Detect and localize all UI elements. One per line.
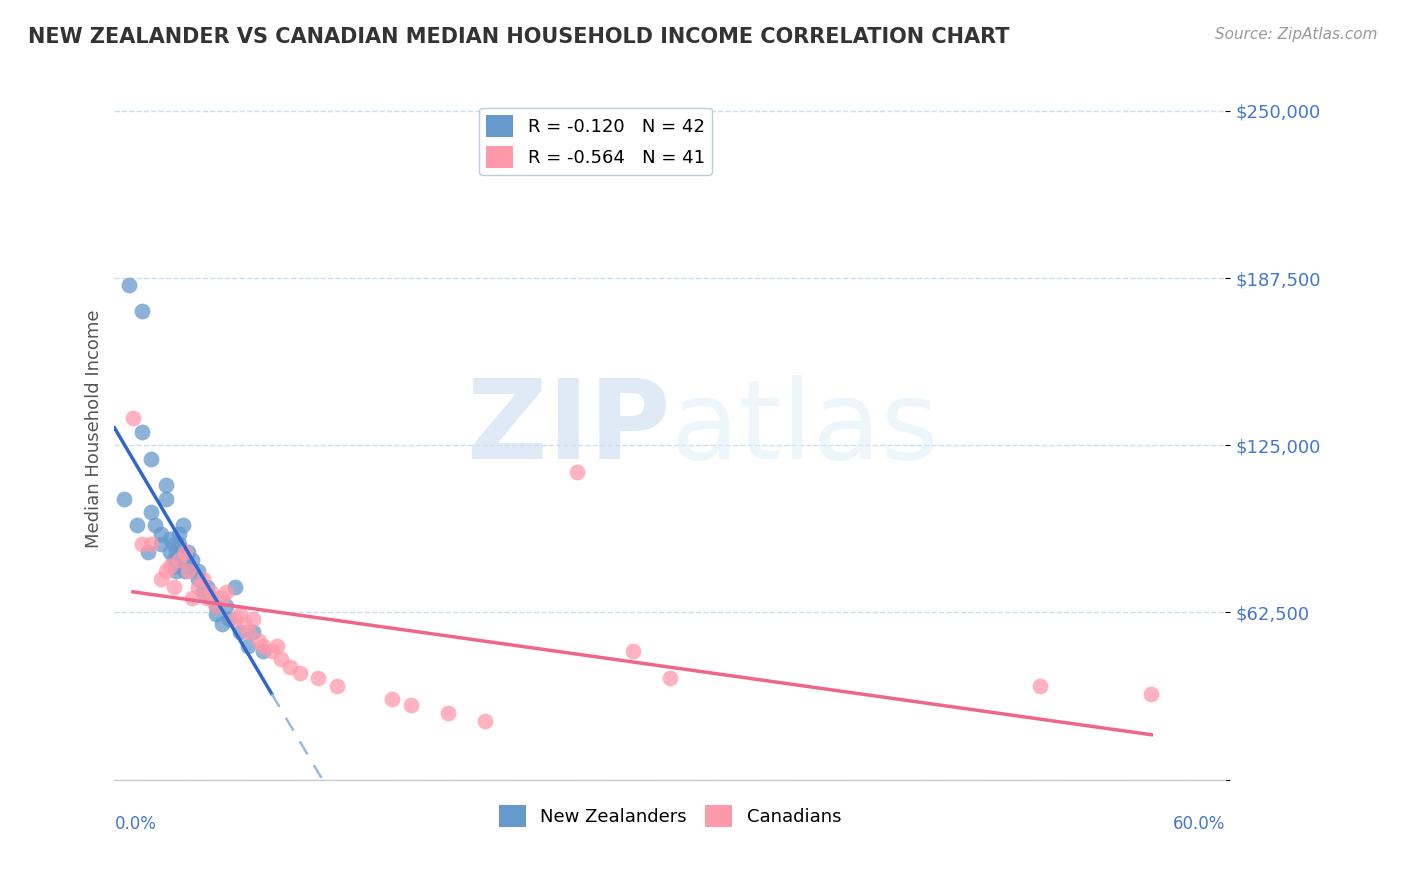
Point <box>436 706 458 720</box>
Point <box>474 714 496 728</box>
Point <box>159 545 181 559</box>
Point <box>177 558 200 573</box>
Point <box>270 652 292 666</box>
Point <box>163 580 186 594</box>
Point <box>252 639 274 653</box>
Point <box>155 491 177 506</box>
Point <box>193 585 215 599</box>
Point <box>165 545 187 559</box>
Point <box>131 304 153 318</box>
Point <box>381 692 404 706</box>
Point <box>229 607 252 621</box>
Point <box>195 591 218 605</box>
Point <box>181 553 204 567</box>
Point <box>141 505 163 519</box>
Point <box>177 564 200 578</box>
Point <box>224 612 246 626</box>
Point <box>1029 679 1052 693</box>
Point <box>167 526 190 541</box>
Point <box>163 553 186 567</box>
Point <box>173 545 195 559</box>
Point <box>278 660 301 674</box>
Point <box>218 612 240 626</box>
Point <box>236 625 259 640</box>
Point <box>112 491 135 506</box>
Text: Source: ZipAtlas.com: Source: ZipAtlas.com <box>1215 27 1378 42</box>
Point <box>242 612 264 626</box>
Point <box>136 545 159 559</box>
Point <box>325 679 347 693</box>
Point <box>118 277 141 292</box>
Point <box>211 617 233 632</box>
Text: atlas: atlas <box>669 375 938 482</box>
Point <box>214 585 236 599</box>
Point <box>165 558 187 573</box>
Point <box>187 580 209 594</box>
Point <box>155 564 177 578</box>
Point <box>141 451 163 466</box>
Point <box>621 644 644 658</box>
Point <box>131 537 153 551</box>
Point <box>288 665 311 680</box>
Point <box>224 580 246 594</box>
Point <box>193 572 215 586</box>
Point <box>149 537 172 551</box>
Point <box>236 639 259 653</box>
Point <box>200 591 222 605</box>
Point <box>658 671 681 685</box>
Point <box>187 572 209 586</box>
Point <box>181 591 204 605</box>
Point <box>266 639 288 653</box>
Point <box>195 580 218 594</box>
Point <box>125 518 148 533</box>
Point <box>399 698 422 712</box>
Point <box>163 537 186 551</box>
Point <box>173 564 195 578</box>
Point <box>260 644 283 658</box>
Point <box>242 625 264 640</box>
Point <box>229 625 252 640</box>
Legend: New Zealanders, Canadians: New Zealanders, Canadians <box>492 797 848 834</box>
Text: 60.0%: 60.0% <box>1173 814 1226 833</box>
Point <box>155 478 177 492</box>
Point <box>149 572 172 586</box>
Y-axis label: Median Household Income: Median Household Income <box>86 310 103 548</box>
Point <box>172 518 194 533</box>
Text: ZIP: ZIP <box>467 375 669 482</box>
Point <box>149 526 172 541</box>
Point <box>252 644 274 658</box>
Point <box>205 599 228 613</box>
Point <box>159 558 181 573</box>
Point <box>307 671 329 685</box>
Point <box>567 465 589 479</box>
Point <box>205 607 228 621</box>
Text: 0.0%: 0.0% <box>114 814 156 833</box>
Point <box>211 591 233 605</box>
Point <box>205 599 228 613</box>
Point <box>200 585 222 599</box>
Text: NEW ZEALANDER VS CANADIAN MEDIAN HOUSEHOLD INCOME CORRELATION CHART: NEW ZEALANDER VS CANADIAN MEDIAN HOUSEHO… <box>28 27 1010 46</box>
Point <box>131 425 153 439</box>
Point <box>1140 687 1163 701</box>
Point <box>122 411 145 425</box>
Point <box>143 518 166 533</box>
Point <box>167 553 190 567</box>
Point <box>247 633 270 648</box>
Point <box>159 532 181 546</box>
Point <box>177 545 200 559</box>
Point <box>165 564 187 578</box>
Point <box>141 537 163 551</box>
Point <box>167 537 190 551</box>
Point <box>187 564 209 578</box>
Point <box>214 599 236 613</box>
Point <box>233 617 256 632</box>
